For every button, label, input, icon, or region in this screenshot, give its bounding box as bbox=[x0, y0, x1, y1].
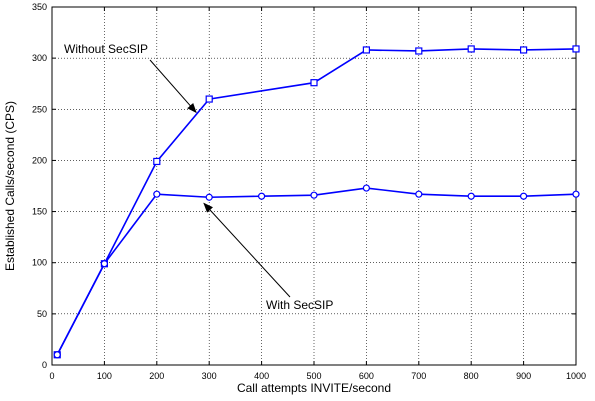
data-point-square bbox=[467, 45, 475, 53]
data-point-square bbox=[153, 157, 161, 166]
y-tick-label: 350 bbox=[32, 2, 47, 12]
y-tick-label: 100 bbox=[32, 258, 47, 268]
x-tick-label: 100 bbox=[97, 371, 112, 381]
x-axis-label: Call attempts INVITE/second bbox=[237, 381, 391, 395]
data-point-circle bbox=[415, 190, 423, 198]
y-tick-label: 200 bbox=[32, 155, 47, 165]
y-tick-label: 150 bbox=[32, 207, 47, 217]
data-point-circle bbox=[53, 351, 61, 359]
data-point-square bbox=[205, 95, 213, 103]
x-tick-label: 800 bbox=[464, 371, 479, 381]
x-tick-label: 200 bbox=[149, 371, 164, 381]
data-point-square bbox=[415, 47, 423, 55]
y-tick-label: 250 bbox=[32, 104, 47, 114]
y-tick-label: 50 bbox=[37, 309, 47, 319]
x-tick-label: 1000 bbox=[566, 371, 586, 381]
data-point-circle bbox=[519, 192, 528, 200]
data-point-circle bbox=[153, 190, 161, 198]
x-tick-label: 600 bbox=[359, 371, 374, 381]
y-tick-label: 300 bbox=[32, 53, 47, 63]
series-line-1 bbox=[56, 187, 577, 356]
y-axis-label: Established Calls/second (CPS) bbox=[3, 101, 17, 271]
data-point-circle bbox=[467, 192, 475, 200]
x-tick-label: 0 bbox=[49, 371, 54, 381]
series-group bbox=[53, 45, 580, 359]
data-point-circle bbox=[310, 191, 318, 199]
data-point-circle bbox=[572, 190, 580, 198]
data-point-circle bbox=[205, 193, 213, 201]
data-point-square bbox=[362, 46, 370, 54]
x-tick-label: 400 bbox=[254, 371, 269, 381]
axis-ticks: 0 100 200 300 400 500 600 700 800 900 1000 0 50 100 15… bbox=[32, 2, 586, 381]
annotation-label: With SecSIP bbox=[266, 298, 333, 312]
x-tick-label: 700 bbox=[411, 371, 426, 381]
x-tick-label: 300 bbox=[202, 371, 217, 381]
data-point-circle bbox=[258, 192, 266, 200]
data-point-circle bbox=[362, 184, 370, 192]
annotation-arrow bbox=[203, 202, 291, 298]
x-tick-label: 500 bbox=[306, 371, 321, 381]
grid bbox=[52, 7, 576, 365]
data-point-square bbox=[519, 46, 528, 54]
y-tick-label: 0 bbox=[42, 360, 47, 370]
annotations: Without SecSIP With SecSIP bbox=[64, 42, 333, 312]
data-point-square bbox=[572, 45, 580, 53]
data-point-square bbox=[310, 79, 318, 87]
series-line-0 bbox=[56, 48, 577, 356]
annotation-label: Without SecSIP bbox=[64, 42, 148, 56]
annotation-arrow bbox=[149, 59, 197, 114]
data-point-circle bbox=[100, 260, 109, 268]
x-tick-label: 900 bbox=[516, 371, 531, 381]
